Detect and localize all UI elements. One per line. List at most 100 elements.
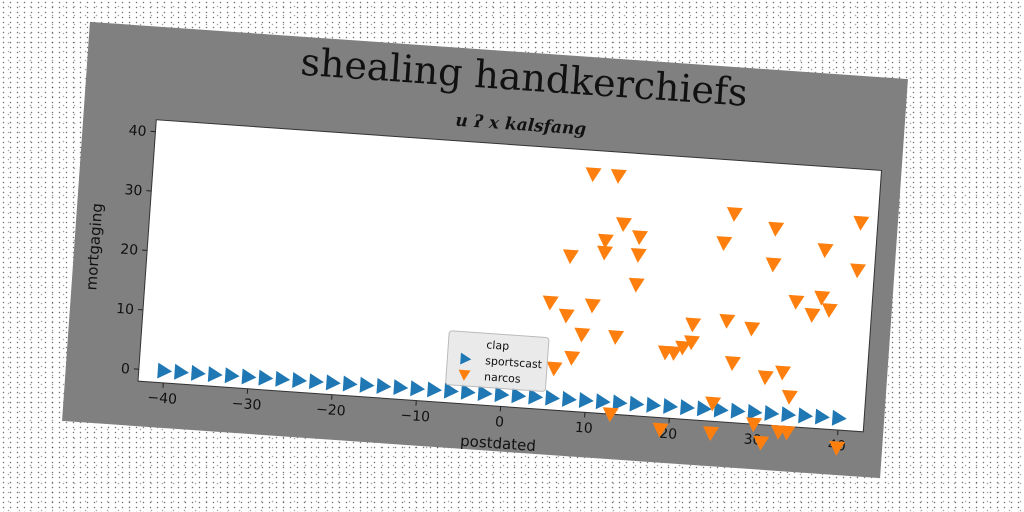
data-point-narcos	[558, 308, 575, 324]
data-point-narcos	[817, 243, 834, 259]
data-point-sportscast	[629, 395, 645, 412]
data-point-narcos	[768, 221, 785, 237]
data-point-sportscast	[241, 368, 257, 385]
data-point-narcos	[744, 321, 761, 337]
data-point-sportscast	[393, 379, 409, 396]
data-point-sportscast	[308, 373, 324, 390]
x-tick-label: 0	[494, 414, 504, 431]
data-point-narcos	[775, 365, 792, 381]
data-point-narcos	[746, 417, 763, 433]
data-point-narcos	[597, 245, 614, 261]
data-point-narcos	[821, 303, 838, 319]
data-point-sportscast	[325, 374, 341, 391]
data-point-narcos	[685, 317, 702, 333]
data-point-sportscast	[511, 387, 527, 404]
data-point-sportscast	[190, 364, 206, 381]
data-point-sportscast	[781, 406, 797, 423]
data-point-sportscast	[814, 408, 830, 425]
x-tick-label: −30	[231, 396, 262, 414]
data-point-narcos	[716, 236, 733, 251]
data-point-narcos	[628, 277, 645, 293]
data-point-narcos	[757, 370, 774, 386]
x-axis-label: postdated	[460, 432, 537, 455]
legend-entry-narcos: narcos	[484, 370, 522, 386]
x-tick-label: −10	[400, 408, 431, 426]
data-point-narcos	[781, 389, 798, 405]
legend-entry-sportscast: sportscast	[485, 354, 543, 371]
data-point-sportscast	[578, 392, 594, 409]
data-point-sportscast	[595, 393, 611, 410]
data-point-sportscast	[696, 400, 712, 417]
y-axis: 0 10 20 30 40	[116, 123, 156, 378]
data-point-sportscast	[157, 362, 173, 379]
y-tick-label: 40	[128, 123, 147, 140]
data-point-narcos	[546, 361, 563, 377]
data-point-sportscast	[561, 390, 577, 407]
data-point-sportscast	[342, 375, 358, 392]
data-point-narcos	[585, 167, 602, 183]
data-point-narcos	[684, 335, 700, 351]
data-point-sportscast	[376, 377, 392, 394]
legend-box	[445, 330, 550, 392]
data-point-narcos	[574, 327, 591, 343]
data-point-sportscast	[410, 380, 426, 397]
legend-entry-clap: clap	[486, 338, 510, 353]
data-point-sportscast	[646, 396, 662, 413]
data-point-narcos	[632, 230, 649, 246]
data-point-narcos	[542, 295, 559, 311]
x-axis: −40−30−20−10010203040	[147, 382, 846, 455]
data-point-sportscast	[663, 397, 679, 414]
data-point-narcos	[788, 294, 805, 310]
y-tick-label: 0	[120, 361, 130, 378]
data-point-narcos	[814, 290, 831, 306]
chart-figure: shealing handkerchiefs u ʔ x kalsfang −4…	[62, 21, 908, 479]
data-point-narcos	[597, 233, 614, 249]
data-point-sportscast	[224, 367, 240, 384]
data-point-narcos	[753, 435, 770, 451]
data-point-narcos	[666, 345, 683, 361]
data-point-sportscast	[292, 372, 308, 388]
data-point-sportscast	[460, 383, 476, 400]
data-point-sportscast	[258, 369, 274, 386]
data-point-sportscast	[747, 403, 763, 420]
data-point-sportscast	[275, 370, 291, 387]
data-point-sportscast	[545, 389, 561, 406]
data-point-narcos	[829, 440, 846, 456]
data-point-sportscast	[612, 394, 628, 411]
data-point-sportscast	[713, 401, 729, 418]
data-point-narcos	[675, 340, 692, 356]
legend: clap sportscast narcos	[445, 330, 550, 392]
data-point-narcos	[765, 257, 782, 273]
data-point-narcos	[610, 169, 627, 184]
legend-markers	[458, 352, 472, 381]
data-point-narcos	[564, 350, 581, 366]
data-point-sportscast	[730, 402, 746, 419]
x-tick-label: 10	[574, 420, 593, 437]
data-point-sportscast	[764, 405, 780, 421]
data-point-sportscast	[831, 409, 847, 426]
legend-marker-narcos	[458, 369, 471, 381]
data-point-narcos	[652, 422, 669, 438]
data-point-narcos	[584, 298, 601, 314]
data-point-sportscast	[359, 376, 375, 393]
y-tick-label: 10	[116, 301, 135, 318]
x-tick-label: −20	[316, 402, 347, 420]
data-point-narcos	[853, 215, 870, 231]
data-point-sportscast	[174, 363, 189, 380]
data-point-sportscast	[494, 386, 510, 403]
data-point-narcos	[724, 356, 741, 371]
data-point-narcos	[719, 313, 736, 329]
data-point-narcos	[779, 425, 796, 441]
data-point-sportscast	[427, 381, 442, 398]
data-point-sportscast	[680, 399, 695, 416]
legend-marker-sportscast	[460, 352, 472, 365]
y-tick-label: 30	[124, 182, 143, 199]
data-point-narcos	[608, 329, 625, 345]
data-point-sportscast	[207, 366, 223, 383]
data-point-narcos	[804, 307, 821, 323]
data-point-narcos	[705, 396, 722, 412]
data-point-sportscast	[798, 407, 814, 424]
x-tick-label: 30	[743, 432, 762, 449]
data-point-sportscast	[443, 382, 459, 399]
